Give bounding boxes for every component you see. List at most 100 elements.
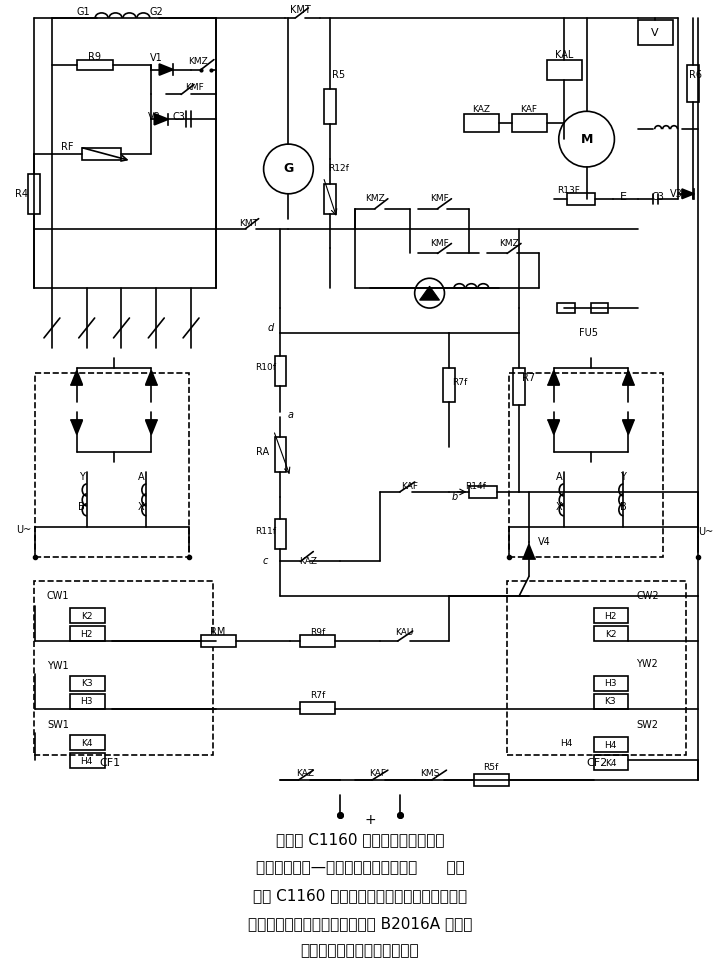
Text: d: d — [267, 323, 274, 333]
Text: X: X — [555, 502, 562, 512]
Text: FU5: FU5 — [579, 328, 598, 338]
Bar — [469, 486, 497, 498]
Bar — [546, 59, 582, 80]
Polygon shape — [548, 371, 559, 385]
Text: 所示为 C1160 重型车床的部分电气: 所示为 C1160 重型车床的部分电气 — [276, 832, 444, 847]
Text: K3: K3 — [81, 679, 93, 689]
Bar — [300, 635, 335, 647]
Bar — [324, 89, 336, 125]
Polygon shape — [623, 420, 634, 434]
Text: R6: R6 — [689, 70, 703, 80]
Text: RA: RA — [256, 447, 269, 457]
Polygon shape — [159, 64, 174, 75]
Bar — [70, 693, 104, 709]
Bar — [593, 756, 629, 770]
Bar — [593, 608, 629, 623]
Text: c: c — [263, 556, 269, 567]
Bar — [70, 608, 104, 623]
Text: K2: K2 — [605, 629, 616, 639]
Bar — [70, 753, 104, 768]
Polygon shape — [71, 420, 82, 434]
Text: KMZ: KMZ — [365, 195, 384, 203]
Text: KAZ: KAZ — [297, 769, 315, 778]
Bar — [201, 635, 235, 647]
Text: 的电力拖动系统。但复杂程度较 B2016A 型龙门: 的电力拖动系统。但复杂程度较 B2016A 型龙门 — [248, 916, 472, 931]
Text: H2: H2 — [604, 612, 616, 620]
Text: CF1: CF1 — [99, 759, 120, 768]
Text: R5f: R5f — [484, 762, 499, 772]
Bar — [77, 59, 112, 70]
Bar — [444, 367, 456, 403]
Text: R7f: R7f — [310, 691, 325, 700]
Text: SW1: SW1 — [47, 720, 69, 731]
Text: YW1: YW1 — [47, 661, 68, 671]
Bar — [70, 626, 104, 641]
Text: R7: R7 — [523, 373, 536, 383]
Text: 图，是发电机—电动机机组电路。从图      可以: 图，是发电机—电动机机组电路。从图 可以 — [256, 860, 464, 875]
Text: R7f: R7f — [451, 378, 467, 387]
Text: KAZ: KAZ — [300, 557, 318, 566]
Text: CW2: CW2 — [636, 592, 659, 601]
Text: K3: K3 — [605, 697, 616, 706]
Text: V2: V2 — [148, 112, 161, 122]
Text: KMZ: KMZ — [499, 239, 519, 248]
Text: B: B — [620, 502, 626, 512]
Text: KAF: KAF — [401, 482, 418, 491]
Bar — [82, 148, 122, 160]
Text: K4: K4 — [81, 738, 92, 748]
Text: b: b — [451, 492, 457, 502]
Bar — [567, 193, 595, 204]
Text: KMT: KMT — [239, 219, 258, 228]
Text: R10f: R10f — [255, 363, 276, 372]
Polygon shape — [523, 545, 534, 558]
Text: R11f: R11f — [255, 527, 276, 536]
Text: V: V — [652, 28, 659, 37]
Circle shape — [559, 111, 614, 167]
Text: R14f: R14f — [465, 482, 486, 491]
Text: KAF: KAF — [521, 105, 537, 114]
Bar — [513, 367, 525, 406]
Bar — [274, 519, 287, 549]
Bar — [300, 702, 335, 713]
Circle shape — [415, 278, 444, 308]
Text: U~: U~ — [17, 525, 32, 535]
Text: G: G — [284, 162, 294, 175]
Bar — [274, 437, 287, 472]
Text: SW2: SW2 — [636, 720, 658, 731]
Text: KMF: KMF — [430, 195, 449, 203]
Text: K2: K2 — [81, 612, 92, 620]
Text: K4: K4 — [605, 759, 616, 768]
Text: RM: RM — [210, 627, 225, 637]
Text: 看到 C1160 重型车床的电气原理图是一种典型: 看到 C1160 重型车床的电气原理图是一种典型 — [253, 888, 467, 903]
Text: H4: H4 — [560, 738, 573, 748]
Text: R12f: R12f — [328, 164, 348, 174]
Text: KMT: KMT — [290, 5, 311, 15]
Text: R4: R4 — [14, 189, 27, 199]
Bar — [593, 626, 629, 641]
Text: KMZ: KMZ — [188, 58, 208, 66]
Bar — [28, 174, 40, 214]
Text: KAU: KAU — [395, 627, 414, 637]
Bar — [638, 20, 673, 45]
Text: H3: H3 — [81, 697, 93, 706]
Text: V4: V4 — [537, 537, 550, 547]
Text: CF2: CF2 — [586, 759, 607, 768]
Text: C3: C3 — [173, 112, 186, 122]
Bar — [593, 676, 629, 690]
Circle shape — [264, 144, 313, 194]
Text: 刨床的控制电路要简化一些。: 刨床的控制电路要简化一些。 — [301, 944, 419, 959]
Text: A: A — [138, 472, 145, 482]
Text: X: X — [138, 502, 145, 512]
Text: KAZ: KAZ — [472, 105, 490, 114]
Text: RF: RF — [60, 142, 73, 152]
Text: KMS: KMS — [420, 769, 439, 778]
Bar — [593, 737, 629, 752]
Text: R13F: R13F — [557, 186, 580, 196]
Polygon shape — [420, 286, 439, 300]
Text: Y: Y — [78, 472, 85, 482]
Bar — [70, 736, 104, 750]
Text: V1: V1 — [150, 53, 163, 62]
Bar — [687, 64, 699, 103]
Polygon shape — [71, 371, 82, 385]
Bar — [512, 114, 546, 132]
